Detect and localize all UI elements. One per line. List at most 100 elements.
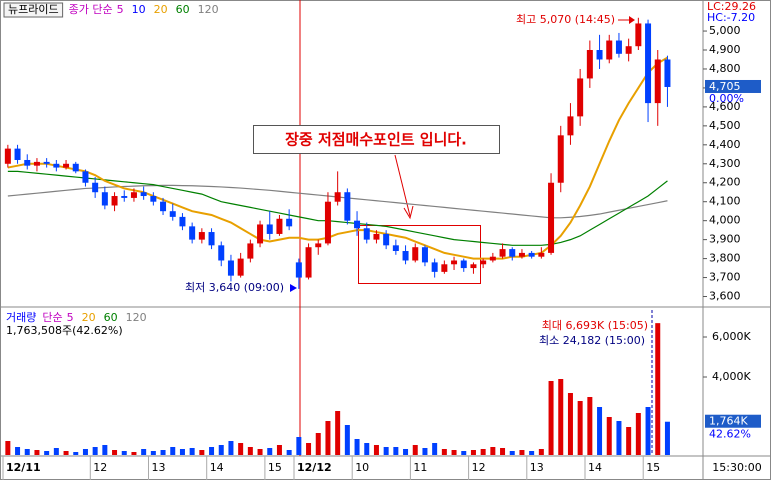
candle-body [557, 135, 564, 183]
volume-bar [238, 443, 244, 455]
candle-body [363, 228, 370, 240]
candle-body [14, 148, 21, 160]
volume-bar [209, 447, 215, 455]
candle-body [189, 226, 196, 240]
candle-body [63, 163, 70, 168]
candle-body [635, 23, 642, 47]
volume-bar [432, 443, 438, 455]
candle-body [33, 161, 40, 166]
volume-bar [53, 448, 59, 455]
candle-body [509, 249, 516, 257]
volume-bar [548, 381, 554, 455]
volume-bar [626, 427, 632, 455]
volume-bar [509, 451, 515, 455]
volume-bar [451, 450, 457, 455]
candle-body [625, 46, 632, 54]
change-label: 0.00% [709, 92, 744, 105]
volume-bar [44, 451, 50, 455]
side-label: HC:-7.20 [707, 11, 755, 24]
legend-item: 120 [198, 3, 219, 16]
candle-body [606, 40, 613, 60]
candle-body [654, 59, 661, 104]
candle-body [421, 247, 428, 263]
candle-body [257, 224, 264, 244]
x-tick-label: 14 [588, 461, 602, 474]
candle-body [518, 252, 525, 257]
candle-body [140, 192, 147, 197]
callout-arrow-head [403, 205, 414, 220]
candle-body [227, 260, 234, 276]
volume-bar [34, 450, 40, 455]
volume-bar [82, 449, 88, 455]
y-tick-label: 5,000 [709, 24, 741, 37]
candle-body [460, 260, 467, 269]
candle-body [169, 211, 176, 217]
volume-bar [179, 449, 185, 455]
candle-body [354, 220, 361, 229]
low-note: 최저 3,640 (09:00) [185, 281, 284, 294]
last-volume-marker [705, 414, 761, 428]
candle-body [208, 232, 215, 246]
low-arrow-head [290, 284, 297, 292]
high-arrow-head [629, 16, 635, 24]
volume-bar [655, 323, 661, 455]
candle-body [92, 182, 99, 193]
callout-box [253, 125, 500, 154]
volume-bar [228, 441, 234, 455]
candle-body [198, 232, 205, 240]
volume-bar [373, 445, 379, 455]
y-tick-label: 3,800 [709, 252, 741, 265]
volume-bar [519, 450, 525, 455]
legend-label: 단순 [42, 311, 62, 324]
volume-bar [664, 421, 670, 455]
max-note: 최대 6,693K (15:05) [542, 319, 648, 332]
volume-bar [315, 433, 321, 455]
volume-bar [393, 447, 399, 455]
y-tick-label: 4,100 [709, 195, 741, 208]
candle-body [392, 245, 399, 252]
volume-bar [567, 393, 573, 455]
candle-body [160, 201, 167, 212]
candle-body [72, 163, 79, 172]
candle-body [373, 233, 380, 240]
candle-body [237, 258, 244, 276]
candle-body [121, 196, 128, 198]
volume-bar [461, 451, 467, 455]
candle-body [383, 233, 390, 246]
candle-body [266, 224, 273, 234]
candle-body [150, 196, 157, 202]
x-tick-label: 15 [268, 461, 282, 474]
volume-bar [364, 443, 370, 455]
candle-body [276, 218, 283, 234]
candle-body [538, 252, 545, 257]
candle-body [344, 192, 351, 221]
candle-body [645, 23, 652, 104]
x-tick-label: 12 [93, 461, 107, 474]
volume-bar [412, 445, 418, 455]
last-price-label: 4,705 [709, 80, 741, 93]
volume-bar [150, 451, 156, 455]
candle-body [402, 251, 409, 261]
volume-bar [199, 450, 205, 455]
volume-bar [597, 407, 603, 455]
highlight-box [358, 225, 481, 284]
legend-item: 5 [117, 3, 124, 16]
x-tick-label: 12/11 [6, 461, 41, 474]
candle-body [528, 252, 535, 257]
x-tick-label: 13 [152, 461, 166, 474]
volume-bar [325, 421, 331, 455]
title: 거래량 [6, 311, 36, 324]
candle-body [480, 260, 487, 265]
y-tick-label: 3,700 [709, 271, 741, 284]
legend-item: 120 [126, 311, 147, 324]
last-volume-label: 1,764K [709, 415, 748, 428]
y-tick-label: 4,500 [709, 119, 741, 132]
volume-bar [141, 449, 147, 455]
y-tick-label: 3,900 [709, 233, 741, 246]
y-tick-label: 4,800 [709, 62, 741, 75]
callout: 장중 저점매수포인트 입니다. [285, 131, 467, 149]
side-label: LC:29.26 [707, 0, 756, 13]
volume-bar [296, 437, 302, 455]
callout-arrow [394, 154, 411, 217]
